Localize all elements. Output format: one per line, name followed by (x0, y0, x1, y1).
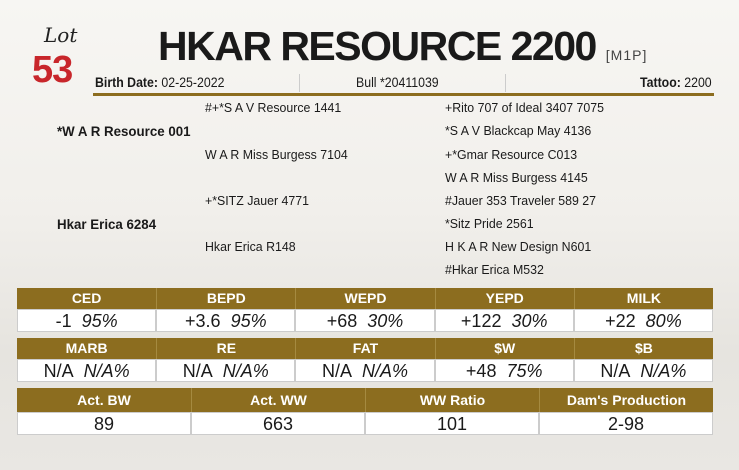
grandparent: #Jauer 353 Traveler 589 27 (445, 193, 597, 208)
epd-value: N/A N/A% (573, 359, 714, 382)
perf-cell: WW Ratio 101 (365, 388, 539, 435)
tattoo-label: Tattoo: (640, 74, 681, 90)
epd-cell: MARB N/A N/A% (17, 338, 157, 382)
epd-header: $W (434, 338, 574, 359)
grandparent: *S A V Blackcap May 4136 (445, 123, 592, 138)
perf-value: 2-98 (539, 412, 713, 435)
epd-header: BEPD (156, 288, 296, 309)
animal-name: HKAR RESOURCE 2200 (158, 23, 597, 69)
epd-value: +48 75% (434, 359, 574, 382)
epd-value: N/A N/A% (156, 359, 296, 382)
divider (505, 74, 506, 92)
performance-table: Act. BW 89 Act. WW 663 WW Ratio 101 Dam's P… (17, 388, 713, 435)
sire: *W A R Resource 001 (57, 123, 191, 139)
perf-cell: Act. WW 663 (191, 388, 365, 435)
epd-header: $B (573, 338, 714, 359)
epd-header: RE (156, 338, 296, 359)
dam-sire: +*SITZ Jauer 4771 (205, 193, 310, 208)
perf-cell: Dam's Production 2-98 (539, 388, 713, 435)
epd-header: YEPD (434, 288, 574, 309)
epd-value: +3.6 95% (156, 309, 296, 332)
tattoo-value: 2200 (684, 74, 712, 90)
dam-dam: Hkar Erica R148 (205, 239, 296, 254)
epd-cell: CED -1 95% (17, 288, 157, 332)
perf-header: WW Ratio (365, 388, 539, 412)
perf-header: Act. WW (191, 388, 365, 412)
birth-date-value: 02-25-2022 (161, 74, 225, 90)
epd-header: FAT (295, 338, 435, 359)
lot-number: 53 (32, 49, 73, 91)
tattoo: Tattoo: 2200 (640, 74, 712, 91)
epd-cell: BEPD +3.6 95% (156, 288, 296, 332)
birth-date-label: Birth Date: (95, 74, 158, 90)
epd-cell: $B N/A N/A% (573, 338, 714, 382)
perf-value: 89 (17, 412, 191, 435)
epd-value: +22 80% (573, 309, 714, 332)
lot-label: Lot (44, 23, 78, 47)
perf-cell: Act. BW 89 (17, 388, 191, 435)
header-rule (93, 93, 714, 96)
divider (299, 74, 300, 92)
epd-cell: RE N/A N/A% (156, 338, 296, 382)
grandparent: +Rito 707 of Ideal 3407 7075 (445, 100, 604, 115)
epd-header: MILK (573, 288, 714, 309)
epd-cell: WEPD +68 30% (295, 288, 435, 332)
epd-value: -1 95% (17, 309, 157, 332)
epd-value: N/A N/A% (295, 359, 435, 382)
grandparent: #Hkar Erica M532 (445, 262, 544, 277)
epd-value: +68 30% (295, 309, 435, 332)
perf-value: 101 (365, 412, 539, 435)
epd-cell: MILK +22 80% (573, 288, 714, 332)
registry-code: [M1P] (605, 47, 648, 63)
grandparent: W A R Miss Burgess 4145 (445, 170, 588, 185)
perf-header: Act. BW (17, 388, 191, 412)
epd-table-2: MARB N/A N/A% RE N/A N/A% FAT N/A N/A% $W +48 75… (17, 338, 714, 382)
epd-value: +122 30% (434, 309, 574, 332)
epd-header: MARB (17, 338, 157, 359)
epd-header: CED (17, 288, 157, 309)
perf-header: Dam's Production (539, 388, 713, 412)
grandparent: H K A R New Design N601 (445, 239, 592, 254)
title-row: HKAR RESOURCE 2200 [M1P] (158, 22, 647, 80)
epd-cell: YEPD +122 30% (434, 288, 574, 332)
grandparent: *Sitz Pride 2561 (445, 216, 534, 231)
birth-date: Birth Date: 02-25-2022 (95, 74, 224, 91)
dam: Hkar Erica 6284 (57, 216, 157, 232)
epd-value: N/A N/A% (17, 359, 157, 382)
epd-table-1: CED -1 95% BEPD +3.6 95% WEPD +68 30% YEPD +122… (17, 288, 714, 332)
epd-header: WEPD (295, 288, 435, 309)
registration-number: Bull *20411039 (356, 74, 439, 90)
grandparent: +*Gmar Resource C013 (445, 147, 578, 162)
epd-cell: $W +48 75% (434, 338, 574, 382)
perf-value: 663 (191, 412, 365, 435)
sire-dam: W A R Miss Burgess 7104 (205, 147, 348, 162)
sire-sire: #+*S A V Resource 1441 (205, 100, 342, 115)
epd-cell: FAT N/A N/A% (295, 338, 435, 382)
